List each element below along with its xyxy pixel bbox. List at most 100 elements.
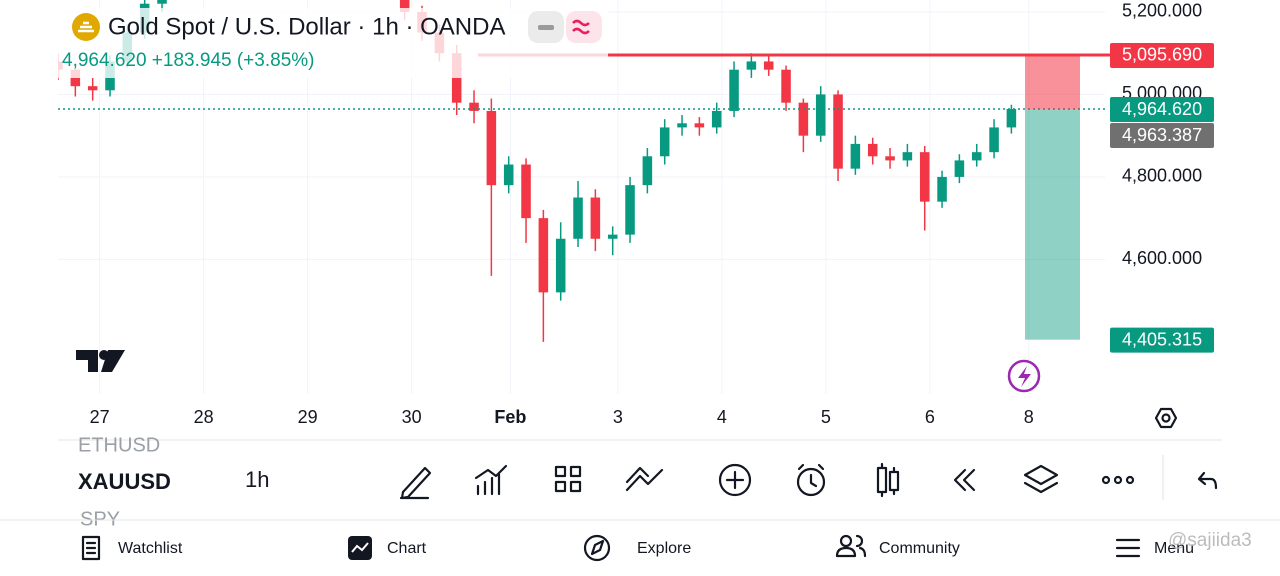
indicator-button[interactable] (566, 11, 602, 43)
x-tick-label: Feb (494, 407, 526, 427)
candle-body (729, 69, 739, 111)
layout-tool[interactable] (554, 465, 582, 493)
candle-body (989, 127, 999, 153)
explore-icon[interactable] (583, 534, 611, 562)
x-tick-label: 28 (194, 407, 214, 427)
add-tool-plus (725, 470, 745, 490)
symbol-icon-bars (78, 21, 94, 33)
menu-icon[interactable] (1115, 538, 1141, 558)
symbol-next[interactable]: SPY (80, 508, 120, 530)
target-zone (1025, 109, 1080, 340)
candle-body (607, 234, 618, 239)
y-tick-label: 4,800.000 (1122, 166, 1202, 186)
nav-community[interactable]: Community (879, 540, 960, 557)
alert-icon[interactable] (1007, 359, 1041, 393)
candle-body (850, 143, 861, 169)
candle-body (555, 238, 566, 293)
candle-body (798, 102, 809, 136)
candle-body (659, 127, 670, 157)
community-icon[interactable] (835, 534, 867, 558)
candle-body (919, 152, 930, 202)
x-tick-label: 3 (613, 407, 623, 427)
alert-tool[interactable] (796, 467, 826, 497)
candle-body (971, 152, 982, 161)
candle-body (711, 110, 722, 128)
tradingview-logo-dot (99, 350, 109, 360)
add-tool[interactable] (718, 463, 752, 497)
price-change: 4,964.620 +183.945 (+3.85%) (62, 50, 314, 71)
collapse-icon (538, 25, 554, 30)
nav-menu[interactable]: Menu (1154, 540, 1194, 557)
candle-body (885, 156, 895, 161)
interval[interactable]: 1h (245, 467, 269, 492)
candle-body (1006, 109, 1017, 128)
candle-body (87, 86, 98, 91)
price-tag-label: 5,095.690 (1122, 45, 1202, 65)
stop-zone (1025, 54, 1080, 110)
bars-tool[interactable] (876, 462, 900, 498)
candle-body (573, 197, 583, 239)
y-tick-label: 5,200.000 (1122, 1, 1202, 21)
candle-body (157, 0, 167, 4)
symbol-prev[interactable]: ETHUSD (78, 434, 160, 456)
candle-body (746, 61, 757, 70)
settings-icon[interactable] (1154, 407, 1178, 429)
nav-chart[interactable]: Chart (387, 540, 427, 557)
alert-tool-hands (797, 463, 825, 488)
candle-body (625, 185, 635, 235)
x-tick-label: 30 (402, 407, 422, 427)
candle-body (937, 176, 947, 202)
candle-body (469, 102, 479, 111)
chart-title: Gold Spot / U.S. Dollar · 1h · OANDA (108, 13, 505, 40)
candle-body (954, 160, 965, 177)
nav-explore[interactable]: Explore (637, 540, 691, 557)
back-tool[interactable] (1197, 471, 1218, 490)
settings-icon-center (1161, 413, 1171, 423)
tool-icons (399, 462, 1218, 500)
candle-body (521, 164, 531, 219)
candle-body (503, 164, 514, 186)
candle-body (833, 94, 843, 169)
candle-body (399, 0, 410, 12)
candle-body (781, 69, 791, 103)
alert-bolt (1018, 366, 1031, 387)
indicators-tool[interactable] (474, 464, 508, 496)
compare-tool[interactable] (625, 466, 664, 492)
x-tick-label: 27 (90, 407, 110, 427)
candle-body (867, 143, 878, 157)
nav-watchlist[interactable]: Watchlist (118, 540, 183, 557)
x-tick-label: 4 (717, 407, 727, 427)
candle-body (538, 218, 549, 293)
price-tag (1110, 123, 1214, 149)
candle-body (815, 94, 826, 136)
candle-body (642, 156, 653, 186)
candle-body (486, 110, 497, 186)
x-tick-label: 8 (1024, 407, 1034, 427)
chart-icon-line (351, 542, 369, 553)
indicator-icon (572, 19, 590, 35)
price-tag (1110, 327, 1214, 353)
watchlist-icon[interactable] (81, 535, 101, 561)
x-tick-label: 6 (925, 407, 935, 427)
nav-icons (81, 534, 1141, 562)
candle-body (694, 123, 705, 128)
more-dot[interactable] (1101, 475, 1111, 485)
x-tick-label: 29 (298, 407, 318, 427)
candle-body (763, 61, 774, 70)
price-tag (1110, 97, 1214, 123)
header-backdrop (58, 8, 608, 78)
more-dot[interactable] (1113, 475, 1123, 485)
price-tag (1110, 42, 1214, 68)
watermark: @sajiida3 (1168, 530, 1252, 551)
candle-body (902, 152, 913, 161)
more-dot[interactable] (1125, 475, 1135, 485)
replay-tool[interactable] (953, 468, 976, 492)
layers-tool[interactable] (1023, 464, 1059, 494)
tradingview-logo (76, 350, 125, 372)
draw-tool[interactable] (399, 466, 432, 500)
symbol-current[interactable]: XAUUSD (78, 469, 171, 494)
x-tick-label: 5 (821, 407, 831, 427)
candle-body (590, 197, 601, 239)
